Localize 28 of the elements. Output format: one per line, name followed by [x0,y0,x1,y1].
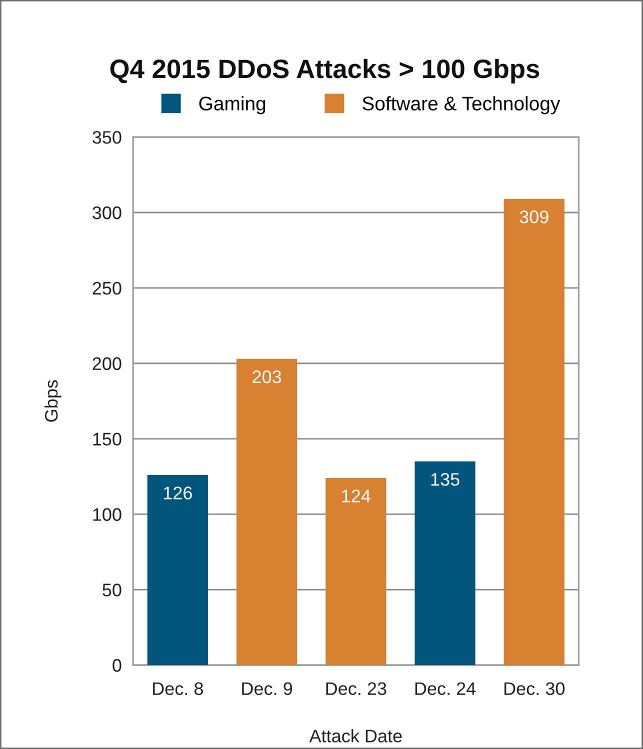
x-tick-label: Dec. 8 [153,682,203,696]
data-label: 203 [252,370,282,384]
bar [147,475,208,666]
y-tick-label: 350 [92,131,122,144]
legend-label: Gaming [199,96,266,114]
bar [414,461,476,666]
y-tick-label: 150 [93,432,122,446]
bar [236,358,298,666]
x-axis-title: Attack Date [309,729,402,742]
y-axis-title: Gbps [44,380,62,422]
data-label: 126 [164,486,192,500]
y-tick-label: 0 [112,659,122,672]
legend-label: Software & Technology [362,96,560,114]
bar [326,478,386,666]
y-tick-label: 250 [92,282,122,295]
bar [504,198,564,666]
x-tick-label: Dec. 23 [326,682,386,696]
x-tick-label: Dec. 9 [242,682,292,696]
y-tick-label: 200 [92,357,122,370]
data-label: 135 [431,473,460,486]
chart-title: Q4 2015 DDoS Attacks > 100 Gbps [110,58,540,84]
data-label: 309 [520,210,548,224]
data-label: 124 [342,490,370,502]
y-tick-label: 100 [93,508,122,521]
y-tick-label: 300 [92,206,122,220]
y-tick-label: 50 [102,584,122,596]
x-tick-label: Dec. 30 [504,682,565,696]
x-tick-label: Dec. 24 [415,682,476,696]
